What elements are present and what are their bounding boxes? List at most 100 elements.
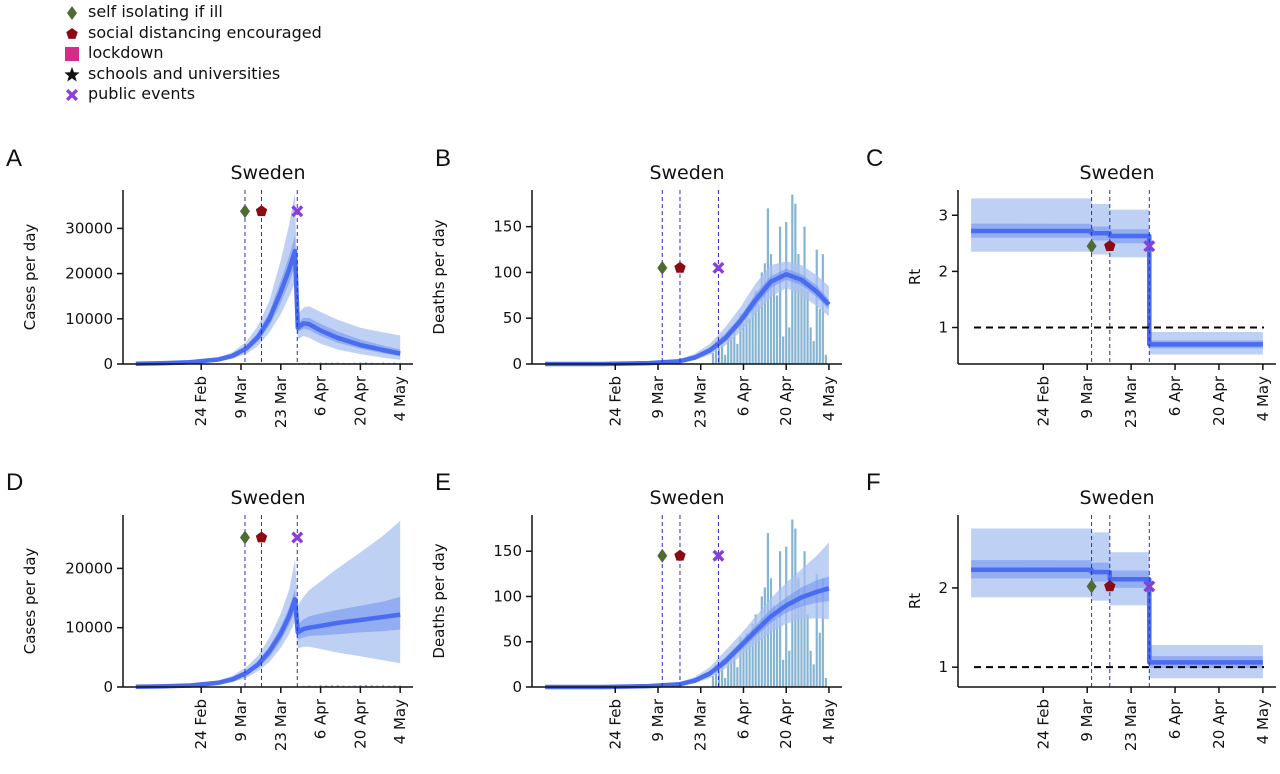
observed-bar bbox=[342, 685, 345, 687]
observed-bar bbox=[800, 605, 803, 687]
observed-bar bbox=[772, 605, 776, 687]
pentagon-marker-icon bbox=[1104, 580, 1116, 592]
panel-letter: C bbox=[866, 145, 883, 172]
x-tick-label: 4 May bbox=[820, 376, 838, 421]
observed-bar bbox=[809, 650, 812, 687]
observed-bar bbox=[365, 362, 368, 364]
observed-bar bbox=[788, 650, 791, 687]
observed-bar bbox=[308, 685, 311, 687]
observed-bar bbox=[797, 578, 800, 687]
y-axis-label: Cases per day bbox=[21, 548, 39, 655]
observed-bar bbox=[818, 632, 821, 687]
legend-label: self isolating if ill bbox=[88, 2, 223, 21]
cross-marker-icon bbox=[1143, 240, 1156, 253]
x-tick-label: 24 Feb bbox=[606, 376, 624, 426]
observed-bar bbox=[739, 637, 742, 687]
observed-bar bbox=[724, 677, 727, 687]
legend-marker bbox=[66, 89, 78, 102]
x-tick-label: 9 Mar bbox=[232, 375, 250, 418]
observed-bar bbox=[748, 318, 751, 364]
observed-bar bbox=[359, 684, 362, 687]
legend-marker bbox=[65, 47, 79, 62]
chart-panel-a: A Sweden Cases per day 0 10000 20000 30000 24 F… bbox=[6, 145, 413, 428]
chart-panel-f: F Sweden Rt 1 2 24 Feb 9 Mar 23 Mar 6 Apr 20 Apr 4… bbox=[866, 469, 1276, 751]
legend-label: social distancing encouraged bbox=[88, 22, 322, 42]
pentagon-marker-icon bbox=[1104, 240, 1116, 251]
cross-marker-icon bbox=[291, 205, 304, 218]
y-tick-label: 20000 bbox=[65, 265, 113, 283]
observed-bar bbox=[760, 272, 763, 364]
y-tick-label: 10000 bbox=[65, 310, 113, 328]
cross-marker-icon bbox=[712, 261, 725, 274]
x-tick-label: 20 Apr bbox=[777, 375, 795, 426]
x-tick-label: 4 May bbox=[391, 699, 409, 744]
observed-bar bbox=[800, 281, 803, 364]
x-tick-label: 9 Mar bbox=[1078, 375, 1096, 418]
x-tick-label: 20 Apr bbox=[351, 375, 369, 426]
pentagon-marker-icon bbox=[66, 27, 78, 39]
observed-bar bbox=[769, 254, 773, 364]
observed-bar bbox=[721, 659, 724, 687]
y-tick-label: 1 bbox=[938, 658, 948, 676]
chart-panel-d: D Sweden Cases per day 0 10000 20000 24 Feb 9 M… bbox=[6, 469, 413, 751]
square-marker-icon bbox=[65, 47, 79, 62]
y-tick-label: 150 bbox=[493, 542, 522, 560]
panel-letter: E bbox=[435, 469, 451, 496]
cross-marker-icon bbox=[1143, 580, 1156, 593]
x-tick-label: 4 May bbox=[1254, 376, 1272, 421]
chart-panel-e: E Sweden Deaths per day 0 50 100 150 24 Feb 9 Ma… bbox=[430, 469, 842, 751]
observed-bar bbox=[733, 650, 736, 687]
observed-bar bbox=[760, 596, 763, 687]
y-axis-label: Deaths per day bbox=[430, 219, 448, 334]
observed-bar bbox=[727, 331, 730, 364]
observed-bar bbox=[772, 281, 776, 364]
credible-band-95 bbox=[135, 192, 401, 364]
x-tick-label: 6 Apr bbox=[734, 375, 752, 416]
y-tick-label: 30000 bbox=[65, 219, 113, 237]
diamond-marker-icon bbox=[657, 548, 668, 563]
chart-title: Sweden bbox=[1079, 162, 1154, 184]
credible-band-95 bbox=[971, 528, 1263, 679]
observed-bar bbox=[733, 327, 736, 364]
observed-bar bbox=[727, 655, 730, 687]
pentagon-marker-icon bbox=[255, 205, 268, 217]
observed-bar bbox=[785, 222, 788, 364]
diamond-marker-icon bbox=[67, 6, 77, 20]
observed-bar bbox=[812, 664, 815, 687]
y-tick-label: 1 bbox=[938, 319, 948, 337]
observed-bar bbox=[824, 354, 827, 364]
x-tick-label: 6 Apr bbox=[734, 698, 752, 739]
x-tick-label: 6 Apr bbox=[1166, 375, 1184, 416]
x-tick-label: 24 Feb bbox=[1034, 699, 1052, 749]
observed-bar bbox=[775, 619, 779, 687]
x-tick-label: 9 Mar bbox=[649, 375, 667, 418]
y-tick-label: 0 bbox=[103, 678, 113, 696]
observed-bar bbox=[399, 685, 402, 687]
x-tick-label: 24 Feb bbox=[192, 376, 210, 426]
y-tick-label: 0 bbox=[103, 355, 113, 373]
observed-bar bbox=[370, 685, 373, 687]
credible-band-95 bbox=[971, 198, 1263, 355]
x-tick-label: 9 Mar bbox=[1078, 698, 1096, 741]
x-tick-label: 24 Feb bbox=[1034, 376, 1052, 426]
observed-bar bbox=[319, 684, 322, 687]
median-line bbox=[135, 596, 401, 689]
chart-title: Sweden bbox=[649, 487, 724, 509]
x-tick-label: 9 Mar bbox=[649, 698, 667, 741]
observed-bar bbox=[721, 336, 724, 364]
y-tick-label: 50 bbox=[503, 309, 522, 327]
observed-bar bbox=[730, 336, 733, 364]
observed-bar bbox=[779, 226, 782, 364]
credible-band-50 bbox=[971, 223, 1263, 349]
observed-bar bbox=[782, 336, 785, 364]
x-tick-label: 4 May bbox=[1254, 699, 1272, 744]
y-tick-label: 0 bbox=[512, 678, 522, 696]
observed-bar bbox=[757, 304, 760, 364]
y-axis-label: Rt bbox=[906, 269, 924, 285]
credible-band-50 bbox=[545, 268, 829, 364]
observed-bar bbox=[782, 659, 785, 687]
legend-label: lockdown bbox=[88, 43, 164, 63]
credible-band-95 bbox=[545, 261, 829, 364]
observed-bar bbox=[325, 685, 328, 687]
